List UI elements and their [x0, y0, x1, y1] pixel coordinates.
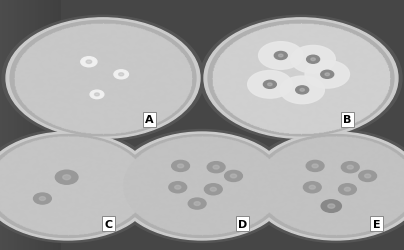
Circle shape [253, 135, 404, 238]
Circle shape [119, 74, 124, 76]
Circle shape [278, 55, 283, 58]
Circle shape [347, 166, 354, 170]
Circle shape [307, 56, 320, 64]
Circle shape [213, 166, 219, 170]
Circle shape [296, 86, 309, 94]
Circle shape [359, 171, 377, 182]
Circle shape [95, 94, 99, 96]
Circle shape [248, 71, 292, 99]
Circle shape [274, 52, 287, 60]
Circle shape [81, 58, 97, 68]
Text: A: A [145, 115, 154, 125]
Text: E: E [373, 219, 380, 229]
Circle shape [300, 89, 305, 92]
Circle shape [115, 132, 289, 240]
Circle shape [169, 182, 187, 193]
Circle shape [245, 130, 404, 242]
Circle shape [10, 21, 196, 136]
Circle shape [305, 61, 349, 89]
Text: C: C [104, 219, 112, 229]
Circle shape [90, 91, 104, 99]
Circle shape [6, 19, 200, 139]
Circle shape [34, 193, 51, 204]
Circle shape [321, 71, 334, 79]
Circle shape [175, 186, 181, 190]
Circle shape [225, 171, 242, 182]
Circle shape [86, 61, 92, 64]
Circle shape [111, 130, 293, 242]
Circle shape [249, 132, 404, 240]
Circle shape [280, 77, 324, 104]
Circle shape [39, 197, 46, 201]
Circle shape [309, 186, 316, 190]
Circle shape [263, 81, 276, 89]
Circle shape [267, 84, 272, 86]
Circle shape [177, 164, 184, 168]
Circle shape [0, 135, 151, 238]
Circle shape [0, 130, 159, 242]
Circle shape [114, 70, 128, 80]
Circle shape [172, 161, 189, 172]
Circle shape [63, 175, 71, 180]
Circle shape [364, 174, 371, 178]
Circle shape [194, 202, 200, 206]
Circle shape [207, 162, 225, 173]
Circle shape [55, 170, 78, 184]
Circle shape [291, 46, 335, 74]
Circle shape [208, 21, 394, 136]
Circle shape [0, 132, 155, 240]
Circle shape [311, 58, 316, 61]
Circle shape [200, 16, 402, 141]
Text: B: B [343, 115, 351, 125]
Circle shape [341, 162, 359, 173]
Circle shape [321, 200, 341, 212]
Text: D: D [238, 219, 247, 229]
Circle shape [259, 42, 303, 70]
Circle shape [344, 188, 351, 192]
Circle shape [210, 188, 217, 192]
Circle shape [204, 184, 222, 195]
Circle shape [328, 204, 335, 208]
Circle shape [325, 74, 330, 76]
Circle shape [188, 198, 206, 209]
Circle shape [204, 19, 398, 139]
Circle shape [303, 182, 321, 193]
Circle shape [230, 174, 237, 178]
Circle shape [306, 161, 324, 172]
Circle shape [119, 135, 285, 238]
Circle shape [2, 16, 204, 141]
Circle shape [339, 184, 356, 195]
Circle shape [312, 164, 318, 168]
